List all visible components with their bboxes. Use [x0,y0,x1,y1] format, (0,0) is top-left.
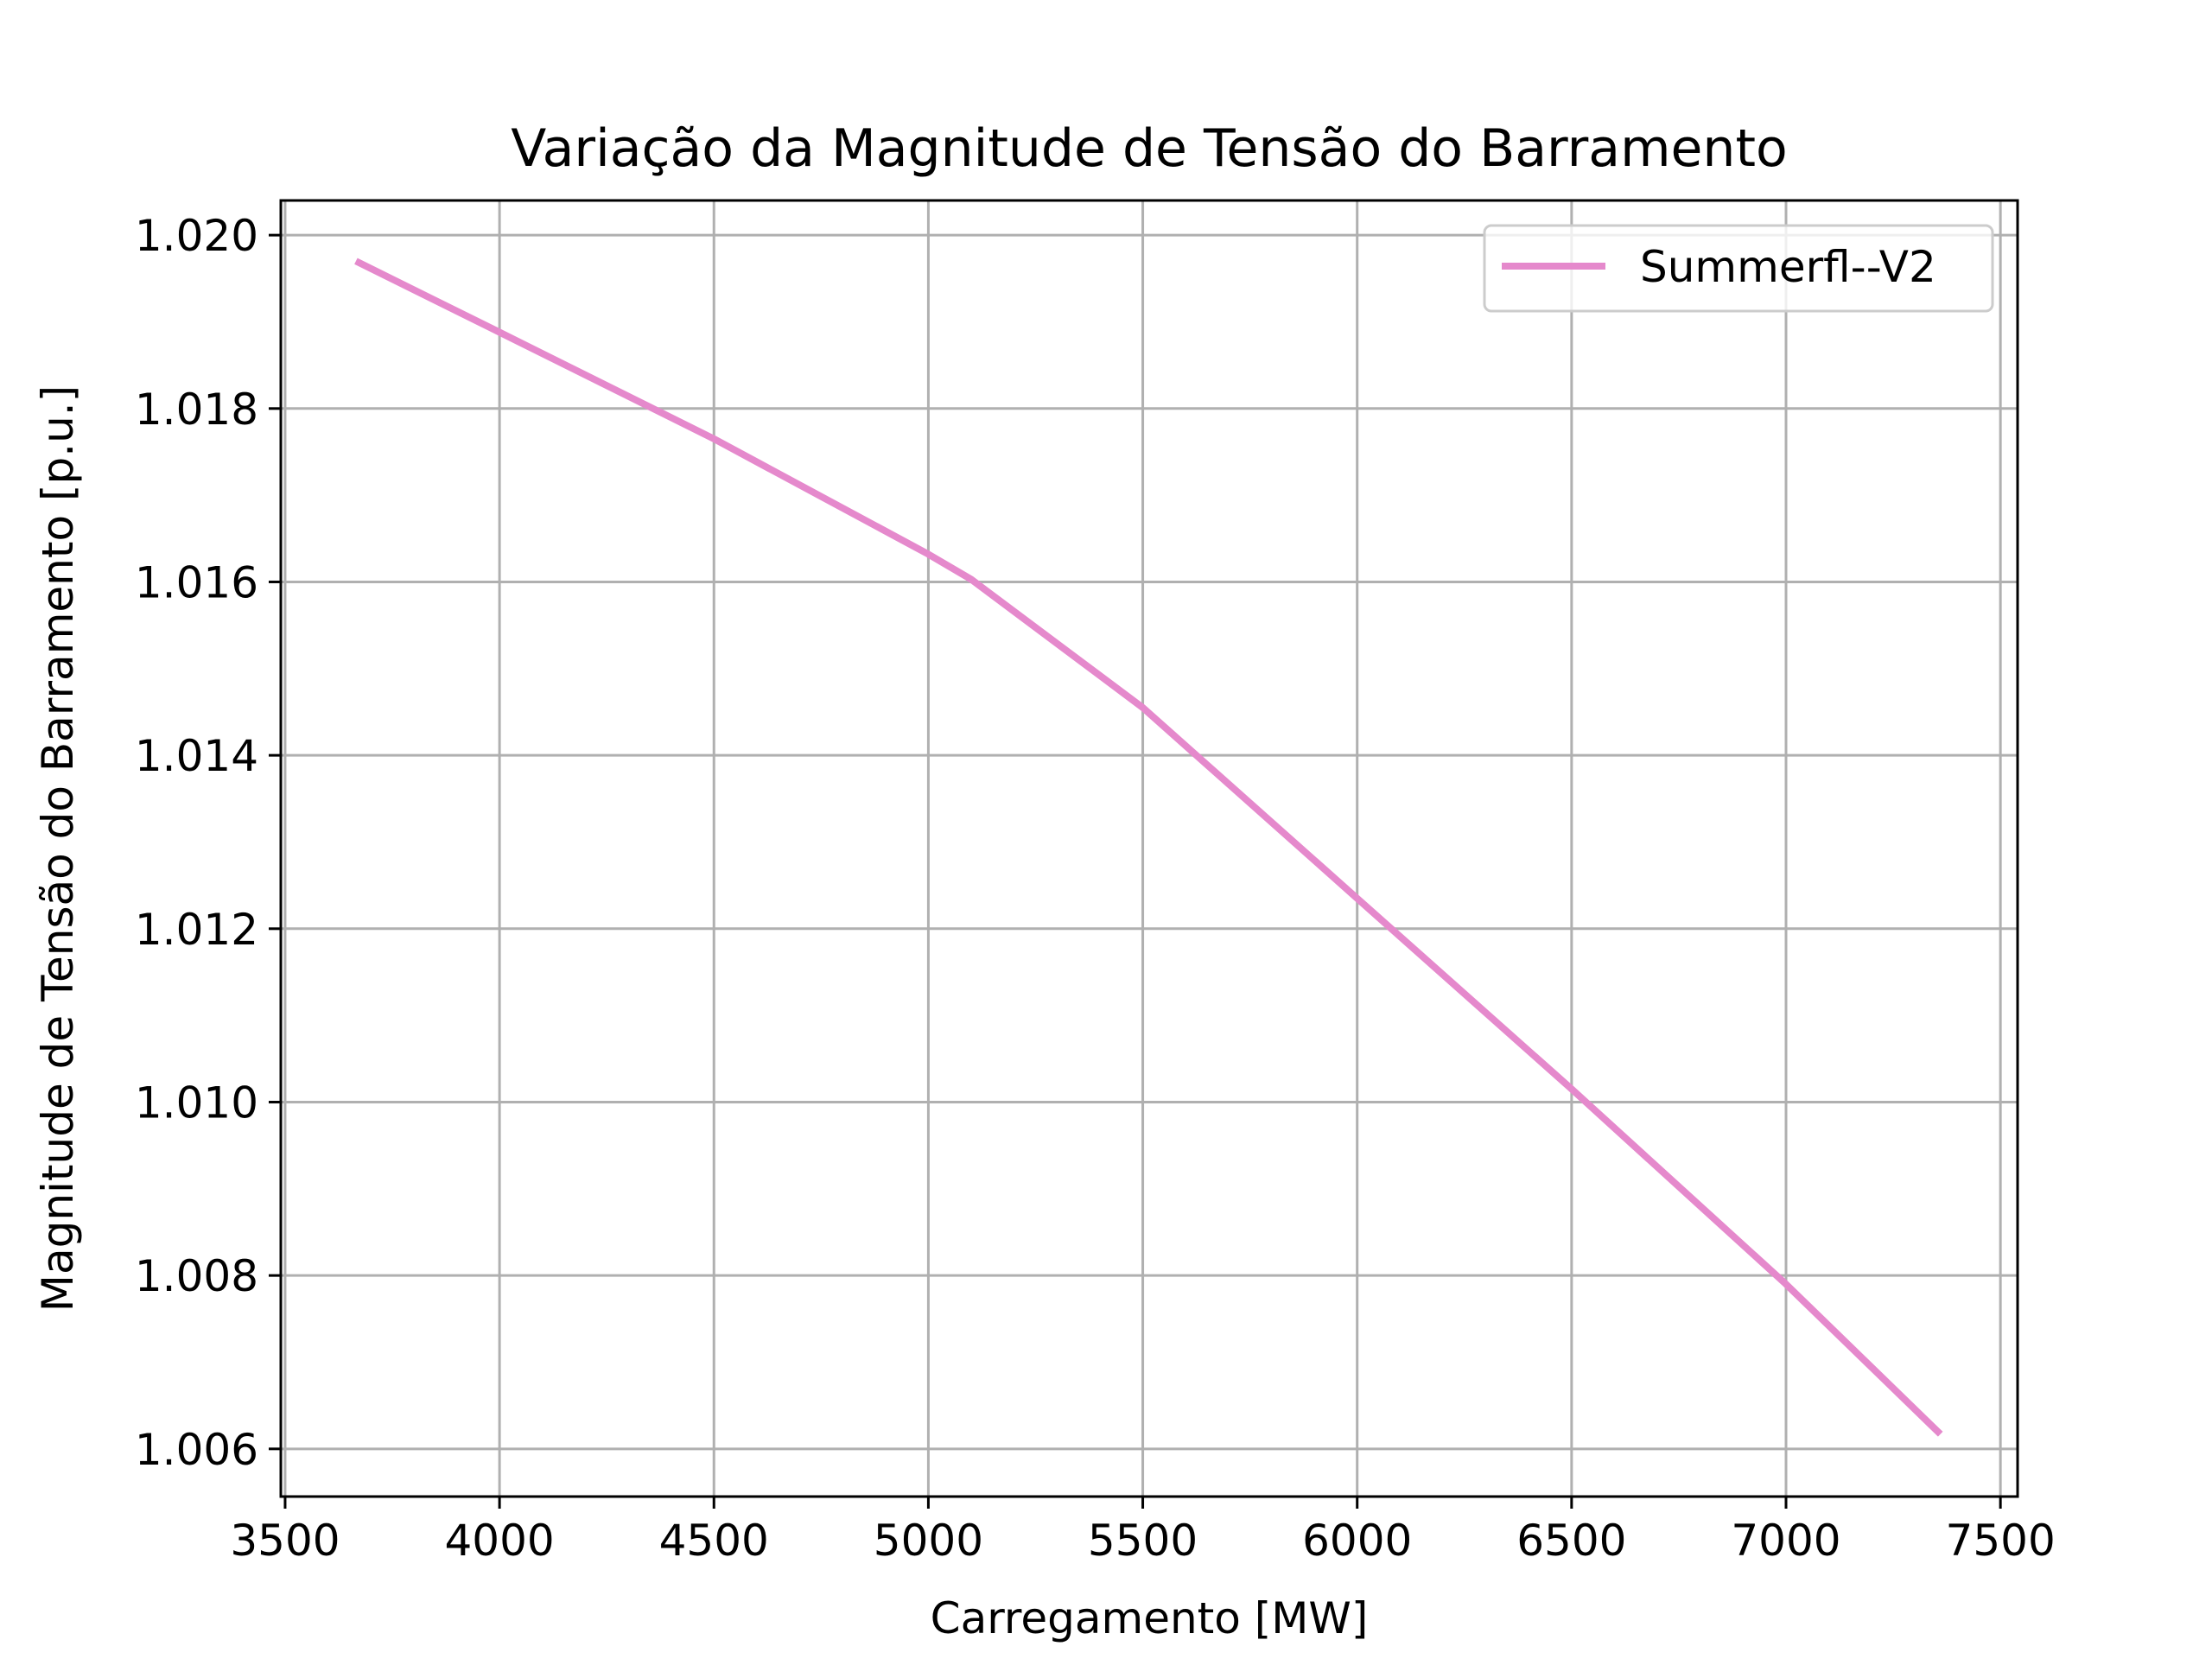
y-tick-label: 1.018 [135,385,258,435]
legend-box [1483,224,1994,313]
x-tick-label: 4000 [444,1516,554,1566]
grid [281,200,2018,1497]
x-tick-label: 6000 [1302,1516,1412,1566]
plot-frame [279,199,2019,1498]
x-tick-label: 5500 [1088,1516,1198,1566]
series-layer [354,257,1943,1437]
x-axis-label: Carregamento [MW] [931,1593,1369,1643]
y-tick-label: 1.016 [135,557,258,607]
x-tick-label: 4500 [659,1516,769,1566]
x-tick-label: 6500 [1516,1516,1626,1566]
series-line [354,257,1943,1437]
x-tick-label: 7000 [1731,1516,1840,1566]
ticks: 3500 4000 4500 5000 5500 6000 6500 7000 7500 1.00… [135,211,2056,1566]
y-tick-label: 1.020 [135,211,258,261]
y-tick-label: 1.014 [135,731,258,781]
y-tick-label: 1.010 [135,1077,258,1128]
x-tick-label: 7500 [1946,1516,2056,1566]
x-tick-label: 3500 [230,1516,340,1566]
y-tick-label: 1.012 [135,905,258,955]
y-axis-label: Magnitude de Tensão do Barramento [p.u.] [33,385,83,1312]
y-tick-label: 1.008 [135,1251,258,1301]
legend: Summerfl--V2 [1483,224,1994,313]
chart-title: Variação da Magnitude de Tensão do Barra… [511,118,1787,179]
y-tick-label: 1.006 [135,1425,258,1475]
x-tick-label: 5000 [874,1516,983,1566]
legend-label: Summerfl--V2 [1640,242,1936,292]
